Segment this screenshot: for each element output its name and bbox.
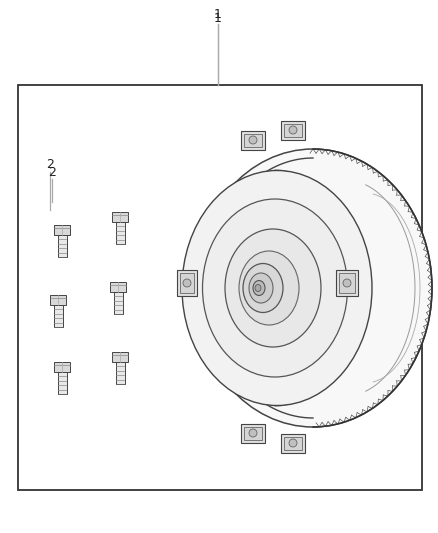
Bar [339, 273, 355, 293]
Bar [54, 362, 70, 372]
Bar [180, 273, 194, 293]
Bar [112, 212, 128, 222]
Ellipse shape [182, 171, 372, 406]
Ellipse shape [253, 280, 265, 295]
Ellipse shape [289, 439, 297, 447]
Bar [244, 427, 262, 440]
Ellipse shape [194, 149, 432, 427]
Bar [281, 434, 305, 453]
Bar [114, 292, 123, 314]
Ellipse shape [249, 273, 273, 303]
Text: 1: 1 [214, 12, 222, 25]
Ellipse shape [243, 263, 283, 312]
Ellipse shape [249, 136, 257, 144]
Bar [58, 372, 67, 394]
Bar [112, 352, 128, 362]
Bar [110, 282, 126, 292]
Ellipse shape [249, 429, 257, 437]
Bar [54, 225, 70, 235]
Text: 2: 2 [48, 166, 56, 179]
Bar [284, 124, 302, 137]
Ellipse shape [202, 199, 347, 377]
Bar [241, 131, 265, 150]
Ellipse shape [289, 126, 297, 134]
Bar [54, 305, 63, 327]
Ellipse shape [225, 229, 321, 347]
Bar [177, 270, 197, 296]
Ellipse shape [343, 279, 351, 287]
Bar [116, 362, 125, 384]
Bar [18, 85, 422, 490]
Bar [241, 424, 265, 443]
Ellipse shape [239, 251, 299, 325]
Ellipse shape [183, 279, 191, 287]
Ellipse shape [255, 285, 261, 292]
Bar [336, 270, 358, 296]
Text: 1: 1 [214, 9, 222, 21]
Text: 2: 2 [46, 158, 54, 172]
Bar [281, 121, 305, 140]
Bar [116, 222, 125, 244]
Bar [58, 235, 67, 257]
Bar [284, 437, 302, 450]
Bar [50, 295, 66, 305]
Bar [244, 134, 262, 147]
